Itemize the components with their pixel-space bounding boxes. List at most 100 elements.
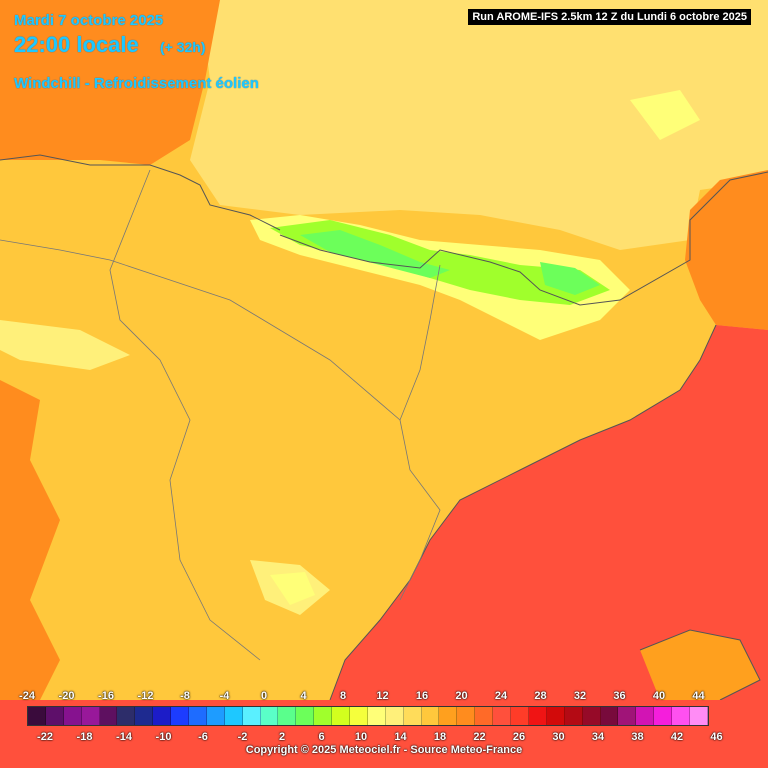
legend-swatch xyxy=(475,707,494,725)
northern-region xyxy=(190,0,768,250)
legend-swatch xyxy=(654,707,673,725)
legend-swatch xyxy=(528,707,547,725)
balearic-coastline xyxy=(639,629,761,701)
legend-label-bottom: 14 xyxy=(394,731,407,743)
legend-label-top: 44 xyxy=(692,690,705,702)
legend-label-top: 36 xyxy=(613,690,626,702)
legend-swatch xyxy=(314,707,333,725)
north-cold-zone xyxy=(630,90,700,140)
legend-label-top: 0 xyxy=(260,690,268,702)
legend-swatch xyxy=(403,707,422,725)
copyright: Copyright © 2025 Meteociel.fr - Source M… xyxy=(245,744,523,756)
legend-swatch xyxy=(439,707,458,725)
legend-label-bottom: 30 xyxy=(552,731,565,743)
legend-label-bottom: 2 xyxy=(278,731,286,743)
forecast-time: 22:00 locale xyxy=(14,32,139,57)
region-border-west xyxy=(109,169,261,661)
northwest-pale-zone xyxy=(0,320,130,370)
legend-swatch xyxy=(296,707,315,725)
legend-swatch xyxy=(153,707,172,725)
legend-swatch xyxy=(189,707,207,725)
legend-label-top: -8 xyxy=(180,690,190,702)
pyrenees-coldest xyxy=(300,230,450,278)
legend-swatch xyxy=(45,707,64,725)
legend-swatch xyxy=(99,707,118,725)
legend-swatch xyxy=(135,707,154,725)
legend-swatch xyxy=(367,707,386,725)
legend-label-top: 8 xyxy=(339,690,347,702)
legend-label-bottom: -22 xyxy=(37,731,53,743)
region-border-east xyxy=(399,264,441,601)
legend-swatch xyxy=(582,707,601,725)
legend-label-top: -12 xyxy=(137,690,154,702)
run-info: Run AROME-IFS 2.5km 12 Z du Lundi 6 octo… xyxy=(468,9,751,25)
legend-label-top: 16 xyxy=(415,690,429,702)
mediterranean-sea xyxy=(330,325,768,700)
legend-label-top: 28 xyxy=(534,690,547,702)
legend-swatch xyxy=(564,707,583,725)
legend-swatch xyxy=(618,707,637,725)
legend-label-top: 24 xyxy=(494,690,508,702)
legend-label-top: 32 xyxy=(573,690,587,702)
parameter-name: Windchill - Refroidissement éolien xyxy=(14,75,259,92)
bay-of-biscay xyxy=(0,0,220,165)
forecast-date: Mardi 7 octobre 2025 xyxy=(14,12,164,29)
legend-label-bottom: 38 xyxy=(631,731,644,743)
legend-label-top: -24 xyxy=(19,690,35,702)
legend-label-bottom: 22 xyxy=(473,731,486,743)
mediterranean-coastline xyxy=(329,324,717,701)
legend-swatch xyxy=(421,707,440,725)
forecast-lead: (+ 32h) xyxy=(160,39,206,55)
legend-swatch xyxy=(332,707,351,725)
legend-swatch xyxy=(260,707,279,725)
legend-swatch xyxy=(636,707,655,725)
legend-label-bottom: -10 xyxy=(155,731,172,743)
legend-label-bottom: -18 xyxy=(76,731,93,743)
legend-label-top: 12 xyxy=(376,690,389,702)
legend-swatch xyxy=(242,707,261,725)
legend-label-top: -4 xyxy=(219,690,230,702)
region-border-central xyxy=(0,239,401,421)
legend-swatch xyxy=(457,707,476,725)
south-cold-zone xyxy=(270,572,315,605)
north-coastline xyxy=(0,154,281,231)
legend-swatch xyxy=(117,707,136,725)
france-spain-border xyxy=(279,171,768,306)
legend-label-bottom: 6 xyxy=(318,731,325,743)
legend-swatch xyxy=(278,707,297,725)
legend-label-bottom: 26 xyxy=(512,731,526,743)
legend-label-top: 4 xyxy=(300,690,307,702)
legend-label-top: -16 xyxy=(98,690,114,702)
legend-label-bottom: -2 xyxy=(237,731,248,743)
legend-swatch xyxy=(224,707,243,725)
legend-swatch xyxy=(493,707,512,725)
legend-swatch xyxy=(81,707,100,725)
legend-swatch xyxy=(511,707,529,725)
legend-label-top: -20 xyxy=(58,690,75,702)
legend-colorbar xyxy=(27,706,709,726)
balearic-islands xyxy=(640,630,760,700)
legend-swatch xyxy=(350,707,368,725)
legend-swatch xyxy=(63,707,82,725)
legend-swatch xyxy=(546,707,565,725)
gulf-of-lion xyxy=(685,170,768,330)
legend-swatch xyxy=(672,707,690,725)
legend-swatch xyxy=(385,707,404,725)
legend-swatch xyxy=(600,707,619,725)
legend-label-bottom: 42 xyxy=(670,731,684,743)
legend-label-bottom: 18 xyxy=(433,731,447,743)
legend-label-top: 40 xyxy=(652,690,666,702)
legend-swatch xyxy=(206,707,225,725)
legend-label-bottom: 10 xyxy=(354,731,368,743)
legend-label-bottom: -6 xyxy=(198,731,208,743)
legend-label-bottom: -14 xyxy=(116,731,132,743)
legend-label-bottom: 34 xyxy=(591,731,605,743)
legend-swatch xyxy=(171,707,190,725)
pyrenees-east-cold xyxy=(540,262,600,295)
legend-swatch xyxy=(28,707,46,725)
legend-label-bottom: 46 xyxy=(710,731,723,743)
legend-swatch xyxy=(689,707,708,725)
western-warm-zone xyxy=(0,380,60,700)
legend-label-top: 20 xyxy=(455,690,468,702)
